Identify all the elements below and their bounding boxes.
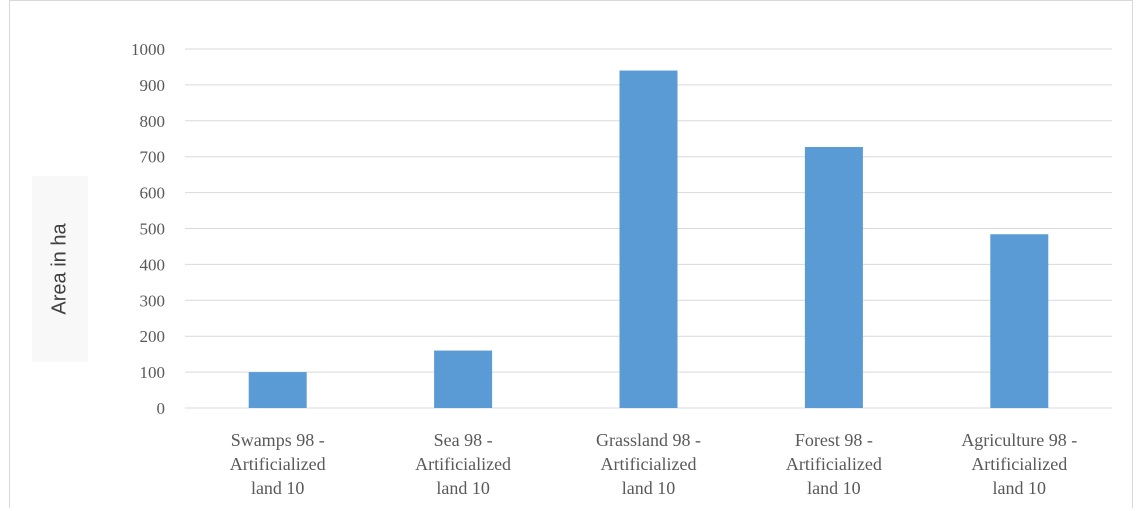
- x-tick-label: Artificialized: [415, 454, 511, 474]
- y-tick-label: 1000: [131, 40, 165, 59]
- y-tick-label: 0: [157, 399, 166, 418]
- y-axis-label-background: [32, 176, 88, 362]
- x-tick-label: Artificialized: [230, 454, 326, 474]
- x-tick-label: Artificialized: [971, 454, 1067, 474]
- bar: [619, 70, 678, 408]
- x-tick-label: Sea 98 -: [434, 430, 493, 450]
- x-tick-label: land 10: [436, 478, 490, 498]
- x-tick-label: land 10: [807, 478, 861, 498]
- y-tick-label: 100: [140, 363, 166, 382]
- bar: [434, 350, 493, 408]
- x-tick-label: Artificialized: [601, 454, 697, 474]
- y-tick-label: 500: [140, 220, 166, 239]
- y-tick-label: 700: [140, 148, 166, 167]
- y-tick-label: 300: [140, 291, 166, 310]
- x-tick-label: land 10: [251, 478, 305, 498]
- bar: [804, 147, 863, 408]
- bar: [990, 234, 1049, 408]
- y-tick-label: 400: [140, 255, 166, 274]
- x-tick-label: Artificialized: [786, 454, 882, 474]
- y-tick-label: 200: [140, 327, 166, 346]
- y-tick-label: 800: [140, 112, 166, 131]
- x-tick-label: Swamps 98 -: [231, 430, 325, 450]
- x-tick-label: Forest 98 -: [795, 430, 873, 450]
- x-tick-label: Agriculture 98 -: [961, 430, 1077, 450]
- bar: [248, 372, 307, 408]
- x-tick-label: land 10: [622, 478, 676, 498]
- y-tick-label: 900: [140, 76, 166, 95]
- y-tick-label: 600: [140, 184, 166, 203]
- x-tick-label: land 10: [993, 478, 1047, 498]
- x-tick-label: Grassland 98 -: [596, 430, 701, 450]
